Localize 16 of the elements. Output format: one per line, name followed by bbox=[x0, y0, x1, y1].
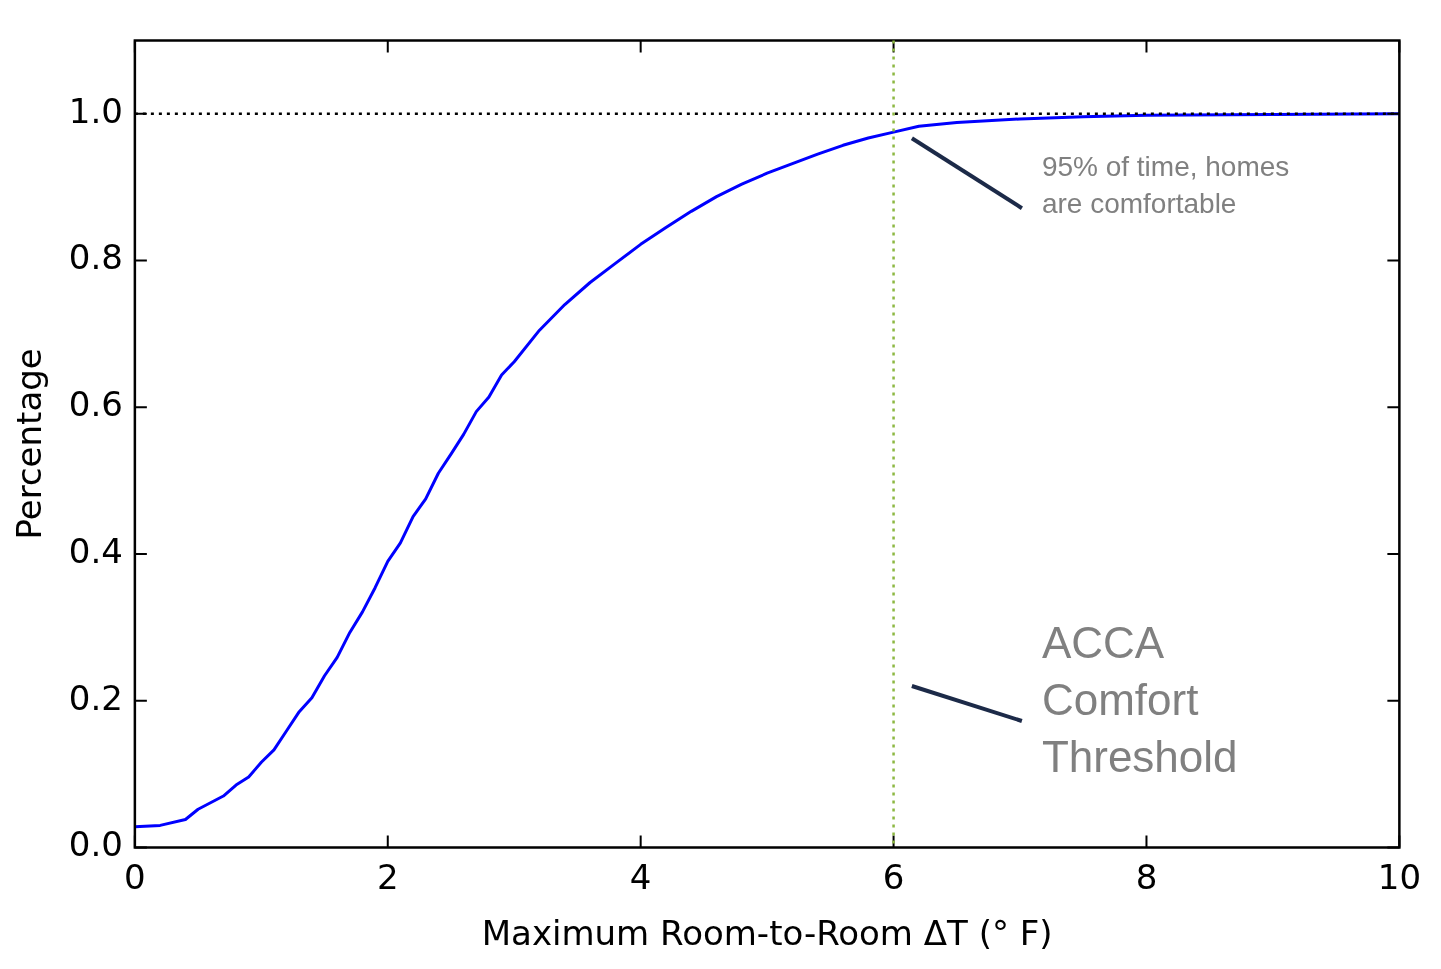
annotation: 95% of time, homes are comfortable bbox=[1041, 150, 1290, 219]
y-tick-label: 0.6 bbox=[68, 384, 123, 425]
x-axis-title: Maximum Room-to-Room ΔT (° F) bbox=[481, 913, 1053, 954]
y-tick-label: 0.4 bbox=[68, 530, 123, 571]
y-tick-label: 1.0 bbox=[68, 90, 123, 131]
y-tick-label: 0.8 bbox=[68, 237, 123, 278]
x-tick-label: 2 bbox=[376, 856, 399, 897]
y-tick-label: 0.0 bbox=[68, 824, 123, 865]
x-tick-label: 10 bbox=[1377, 856, 1421, 897]
y-tick-label: 0.2 bbox=[68, 677, 123, 718]
x-tick-label: 8 bbox=[1135, 856, 1158, 897]
x-tick-label: 0 bbox=[124, 856, 146, 897]
annotation: ACCA Comfort Threshold bbox=[1041, 618, 1238, 782]
x-tick-label: 4 bbox=[629, 856, 652, 897]
y-axis-title: Percentage bbox=[9, 348, 50, 540]
x-tick-label: 6 bbox=[882, 856, 905, 897]
